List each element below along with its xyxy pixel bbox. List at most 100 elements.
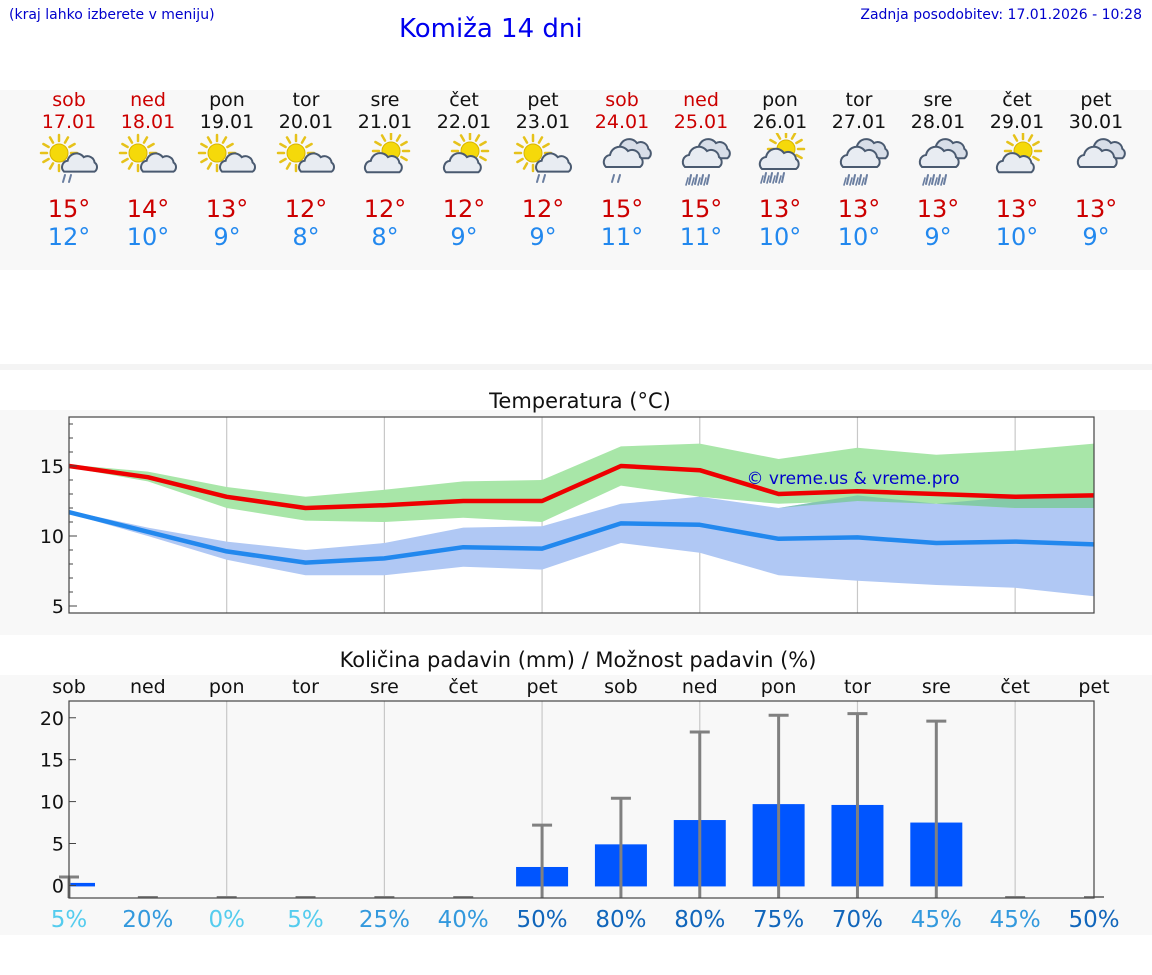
precip-day-label: tor <box>844 676 871 698</box>
precip-day-label: sre <box>370 676 399 698</box>
temperature-chart: Temperatura (°C) 5 10 15 © vreme.us & vreme.… <box>40 389 1095 618</box>
precip-probability: 80% <box>674 907 725 933</box>
separator <box>0 364 1152 370</box>
day-date: 20.01 <box>278 111 334 133</box>
precip-day-label: pet <box>526 676 557 698</box>
temp-max: 12° <box>521 195 565 223</box>
day-name: sob <box>52 89 86 111</box>
temp-min: 12° <box>47 223 91 251</box>
min-temp-range <box>69 495 1094 597</box>
precip-ytick-label: 5 <box>52 834 64 856</box>
temp-min: 9° <box>1082 223 1110 251</box>
temp-min: 9° <box>450 223 478 251</box>
watermark: © vreme.us & vreme.pro <box>746 469 959 489</box>
precip-frame <box>68 700 1095 899</box>
day-date: 22.01 <box>436 111 492 133</box>
cloud-sun-icon <box>996 131 1043 174</box>
day-date: 30.01 <box>1068 111 1124 133</box>
page-title: Komiža 14 dni <box>399 14 583 44</box>
cloud-heavy-rain-icon <box>839 138 889 186</box>
precip-day-label: čet <box>448 676 478 698</box>
min-temp-line <box>68 510 1095 565</box>
precip-day-label: sob <box>604 676 638 698</box>
region-hint: (kraj lahko izberete v meniju) <box>9 7 215 23</box>
cloud-heavy-rain-icon <box>681 138 731 186</box>
day-column: tor 27.01 13° 10° <box>819 89 899 251</box>
temp-max: 13° <box>205 195 249 223</box>
precip-bar <box>69 882 95 887</box>
temp-max: 15° <box>679 195 723 223</box>
precip-chart-title: Količina padavin (mm) / Možnost padavin … <box>340 648 817 672</box>
precip-probability: 45% <box>990 907 1041 933</box>
last-updated: Zadnja posodobitev: 17.01.2026 - 10:28 <box>860 7 1142 23</box>
precip-day-label: pon <box>209 676 245 698</box>
day-date: 28.01 <box>910 111 966 133</box>
day-date: 17.01 <box>41 111 97 133</box>
temp-min: 9° <box>924 223 952 251</box>
temp-max: 13° <box>837 195 881 223</box>
day-name: sre <box>923 89 953 111</box>
day-name: čet <box>1002 89 1032 111</box>
temp-min: 11° <box>600 223 644 251</box>
temp-frame <box>68 416 1095 614</box>
sun-cloud-icon <box>276 133 336 173</box>
day-name: ned <box>130 89 166 111</box>
temp-min: 10° <box>837 223 881 251</box>
precip-probability: 0% <box>208 907 245 933</box>
temp-max: 13° <box>1074 195 1118 223</box>
precip-probability: 75% <box>753 907 804 933</box>
precip-day-label: tor <box>292 676 319 698</box>
day-name: pet <box>527 89 559 111</box>
day-column: sre 21.01 12° 8° <box>345 89 425 251</box>
day-date: 19.01 <box>199 111 255 133</box>
day-name: ned <box>683 89 719 111</box>
day-date: 26.01 <box>752 111 808 133</box>
day-column: čet 22.01 12° 9° <box>424 89 504 251</box>
temp-ytick-label: 15 <box>40 456 64 478</box>
day-column: pon 26.01 13° 10° <box>740 89 820 251</box>
precip-day-label: ned <box>682 676 718 698</box>
precip-day-label: ned <box>130 676 166 698</box>
sun-cloud-heavy-rain-icon <box>758 129 806 184</box>
day-column: ned 18.01 14° 10° <box>108 89 188 251</box>
precip-probability: 70% <box>832 907 883 933</box>
day-column: pet 23.01 12° 9° <box>503 89 583 251</box>
precip-probability: 20% <box>122 907 173 933</box>
day-column: čet 29.01 13° 10° <box>977 89 1057 251</box>
precip-probability: 50% <box>1068 907 1119 933</box>
precip-probability: 45% <box>911 907 962 933</box>
day-date: 25.01 <box>673 111 729 133</box>
temp-max: 12° <box>284 195 328 223</box>
day-date: 24.01 <box>594 111 650 133</box>
day-date: 21.01 <box>357 111 413 133</box>
precip-day-label: pon <box>761 676 797 698</box>
precip-probability: 5% <box>287 907 324 933</box>
day-name: tor <box>845 89 873 111</box>
temp-min: 8° <box>292 223 320 251</box>
day-name: pon <box>209 89 245 111</box>
sun-cloud-rain-icon <box>513 133 573 183</box>
precip-day-label: pet <box>1078 676 1109 698</box>
temp-min: 9° <box>213 223 241 251</box>
day-column: sre 28.01 13° 9° <box>898 89 978 251</box>
precip-ytick-label: 10 <box>40 792 64 814</box>
cloud-heavy-rain-icon <box>918 138 968 186</box>
precip-day-label: sre <box>922 676 951 698</box>
temp-ytick-label: 5 <box>52 596 64 618</box>
day-column: ned 25.01 15° 11° <box>661 89 741 251</box>
precip-probability: 80% <box>595 907 646 933</box>
temp-max: 15° <box>600 195 644 223</box>
temp-min: 8° <box>371 223 399 251</box>
day-date: 27.01 <box>831 111 887 133</box>
forecast-strip <box>0 90 1152 270</box>
temp-ytick-label: 10 <box>40 526 64 548</box>
cloud-sun-icon <box>364 131 411 174</box>
max-temp-line <box>68 463 1095 511</box>
day-date: 23.01 <box>515 111 571 133</box>
temp-max: 15° <box>47 195 91 223</box>
temp-min: 11° <box>679 223 723 251</box>
day-name: pet <box>1080 89 1112 111</box>
temp-min: 10° <box>758 223 802 251</box>
precip-probability: 5% <box>51 907 88 933</box>
day-date: 29.01 <box>989 111 1045 133</box>
